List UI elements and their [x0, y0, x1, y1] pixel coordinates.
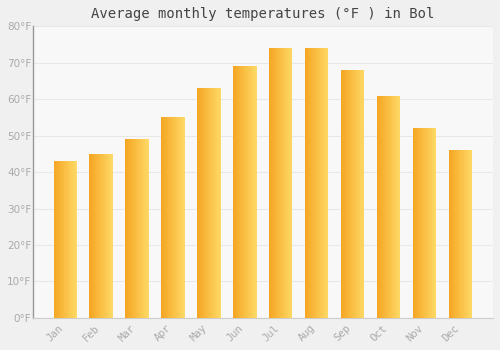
Title: Average monthly temperatures (°F ) in Bol: Average monthly temperatures (°F ) in Bo… [91, 7, 434, 21]
